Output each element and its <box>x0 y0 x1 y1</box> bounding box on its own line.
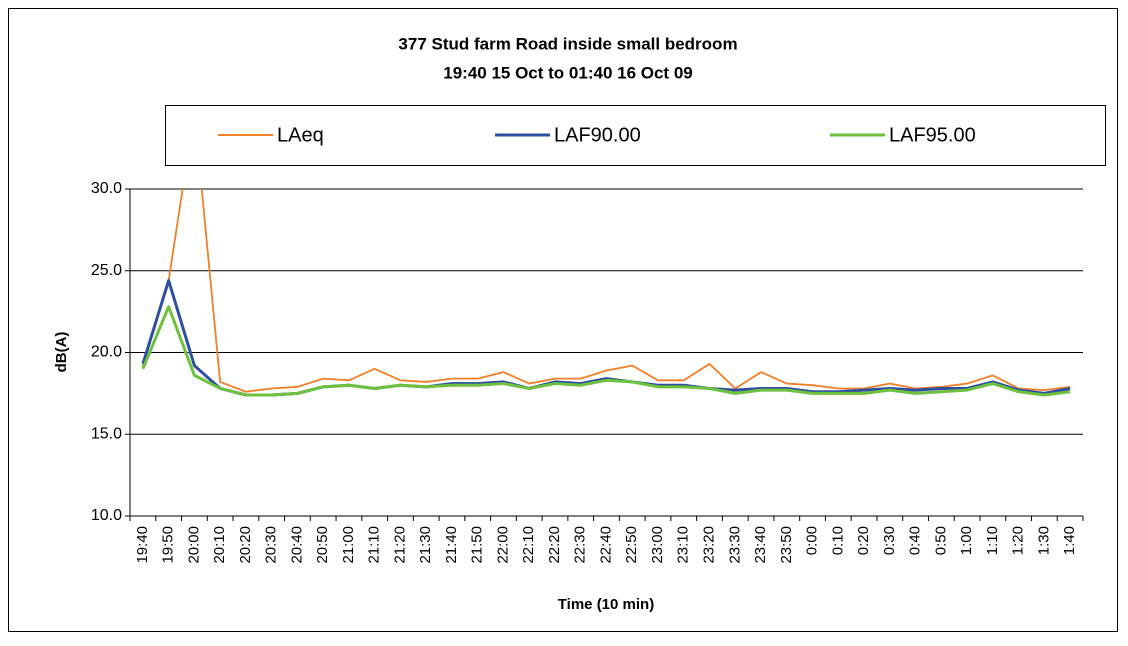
x-tick-label: 22:50 <box>623 526 640 564</box>
x-tick-label: 19:40 <box>134 526 151 564</box>
x-tick-label: 21:30 <box>417 526 434 564</box>
x-tick-label: 0:10 <box>829 526 846 555</box>
x-tick-label: 0:30 <box>881 526 898 555</box>
legend-label: LAeq <box>277 124 324 146</box>
x-tick-label: 22:00 <box>494 526 511 564</box>
x-tick-label: 23:10 <box>675 526 692 564</box>
x-tick-label: 0:20 <box>855 526 872 555</box>
x-tick-label: 0:40 <box>907 526 924 555</box>
x-tick-label: 21:00 <box>340 526 357 564</box>
x-tick-label: 0:50 <box>932 526 949 555</box>
x-tick-label: 20:30 <box>263 526 280 564</box>
legend-label: LAF90.00 <box>554 124 641 146</box>
series-line <box>141 305 1071 397</box>
chart-title: 377 Stud farm Road inside small bedroom <box>398 34 737 53</box>
y-tick-label: 30.0 <box>91 180 122 197</box>
x-tick-label: 23:00 <box>649 526 666 564</box>
x-tick-label: 23:50 <box>778 526 795 564</box>
legend-label: LAF95.00 <box>889 124 976 146</box>
x-tick-label: 21:40 <box>443 526 460 564</box>
legend <box>165 105 1106 166</box>
x-tick-label: 21:20 <box>391 526 408 564</box>
x-tick-label: 20:20 <box>237 526 254 564</box>
x-tick-label: 1:00 <box>958 526 975 555</box>
y-tick-label: 15.0 <box>91 425 122 442</box>
x-tick-label: 22:20 <box>546 526 563 564</box>
x-tick-label: 20:10 <box>211 526 228 564</box>
x-axis-label: Time (10 min) <box>558 596 654 613</box>
y-tick-label: 10.0 <box>91 507 122 524</box>
chart-subtitle: 19:40 15 Oct to 01:40 16 Oct 09 <box>443 63 692 82</box>
y-tick-label: 25.0 <box>91 262 122 279</box>
y-tick-label: 20.0 <box>91 344 122 361</box>
plot <box>141 189 1071 397</box>
y-axis-label: dB(A) <box>53 332 70 373</box>
x-tick-label: 1:40 <box>1061 526 1078 555</box>
x-tick-label: 23:30 <box>726 526 743 564</box>
x-tick-label: 22:30 <box>572 526 589 564</box>
x-tick-label: 20:50 <box>314 526 331 564</box>
x-tick-label: 19:50 <box>160 526 177 564</box>
x-tick-label: 20:00 <box>185 526 202 564</box>
x-tick-label: 20:40 <box>288 526 305 564</box>
x-tick-label: 21:10 <box>366 526 383 564</box>
x-tick-label: 1:20 <box>1010 526 1027 555</box>
x-tick-label: 22:40 <box>597 526 614 564</box>
x-tick-label: 1:10 <box>984 526 1001 555</box>
x-tick-label: 21:50 <box>469 526 486 564</box>
x-tick-label: 22:10 <box>520 526 537 564</box>
x-tick-label: 0:00 <box>804 526 821 555</box>
x-tick-label: 1:30 <box>1035 526 1052 555</box>
x-tick-label: 23:20 <box>700 526 717 564</box>
x-tick-label: 23:40 <box>752 526 769 564</box>
series-line <box>142 189 1071 393</box>
